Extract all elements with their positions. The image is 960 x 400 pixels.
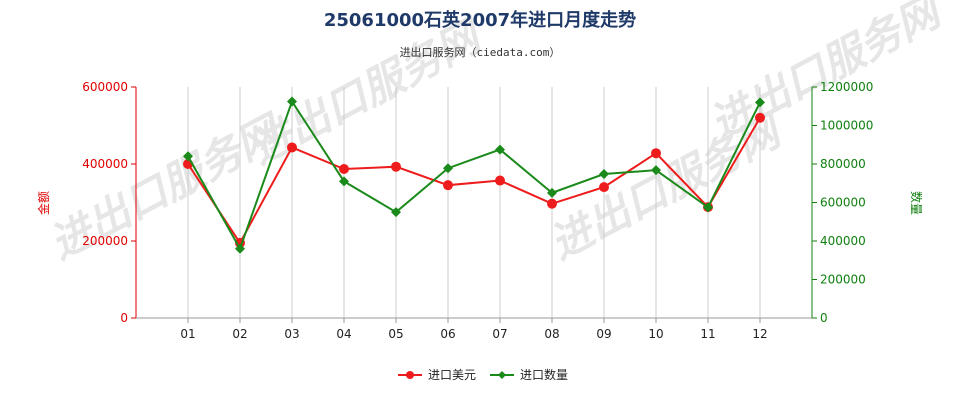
tick-labels: 0 200000 400000 600000 0 200000 400000 600000 80… [82,80,873,341]
y-left-tick-label: 0 [120,311,128,325]
x-tick-label: 01 [180,327,195,341]
data-point-quantity [287,96,297,107]
data-point-quantity [391,207,401,218]
x-tick-label: 11 [700,327,715,341]
y-right-tick-label: 200000 [820,273,866,287]
y-right-tick-label: 1000000 [820,119,873,133]
series-line-amount [187,117,761,245]
x-tick-label: 12 [752,327,767,341]
x-tick-label: 05 [388,327,403,341]
y-right-tick-label: 600000 [820,196,866,210]
data-point-quantity [183,151,193,162]
data-point-amount [599,182,609,193]
watermark-text: 进出口服务网 [242,9,493,173]
y-right-tick-label: 800000 [820,157,866,171]
x-tick-label: 07 [492,327,507,341]
chart-subtitle: 进出口服务网（ciedata.com） [400,45,561,59]
series-layer [183,96,765,254]
y-left-axis-label: 金额 [36,191,51,215]
x-tick-label: 06 [440,327,455,341]
y-left-tick-label: 400000 [82,157,128,171]
legend-label-amount: 进口美元 [428,368,476,382]
y-right-tick-label: 1200000 [820,80,873,94]
x-tick-label: 09 [596,327,611,341]
chart-title: 25061000石英2007年进口月度走势 [324,9,636,31]
y-right-tick-label: 400000 [820,234,866,248]
data-point-amount [391,161,401,172]
y-left-tick-label: 600000 [82,80,128,94]
x-tick-label: 03 [284,327,299,341]
data-point-quantity [443,163,453,174]
data-point-quantity [339,176,349,187]
data-point-quantity [703,202,713,213]
legend-label-quantity: 进口数量 [520,367,568,382]
data-point-amount [495,175,505,186]
data-point-amount [651,148,661,159]
y-right-tick-label: 0 [820,311,828,325]
legend-marker-amount [406,371,414,379]
y-right-axis-label: 数量 [909,191,924,215]
data-point-quantity [547,187,557,198]
data-point-quantity [599,169,609,180]
data-point-amount [755,112,765,123]
x-tick-label: 02 [232,327,247,341]
x-tick-label: 04 [336,327,351,341]
series-line-quantity [187,99,761,252]
x-tick-label: 10 [648,327,663,341]
data-point-quantity [495,144,505,155]
data-point-amount [339,164,349,175]
data-point-quantity [651,165,661,176]
data-point-amount [287,142,297,153]
data-point-amount [443,180,453,191]
y-left-tick-label: 200000 [82,234,128,248]
data-point-quantity [235,243,245,254]
data-point-amount [547,198,557,209]
legend-marker-quantity [498,371,506,379]
data-point-quantity [755,97,765,108]
x-tick-label: 08 [544,327,559,341]
legend[interactable]: 进口美元 进口数量 [398,367,568,382]
